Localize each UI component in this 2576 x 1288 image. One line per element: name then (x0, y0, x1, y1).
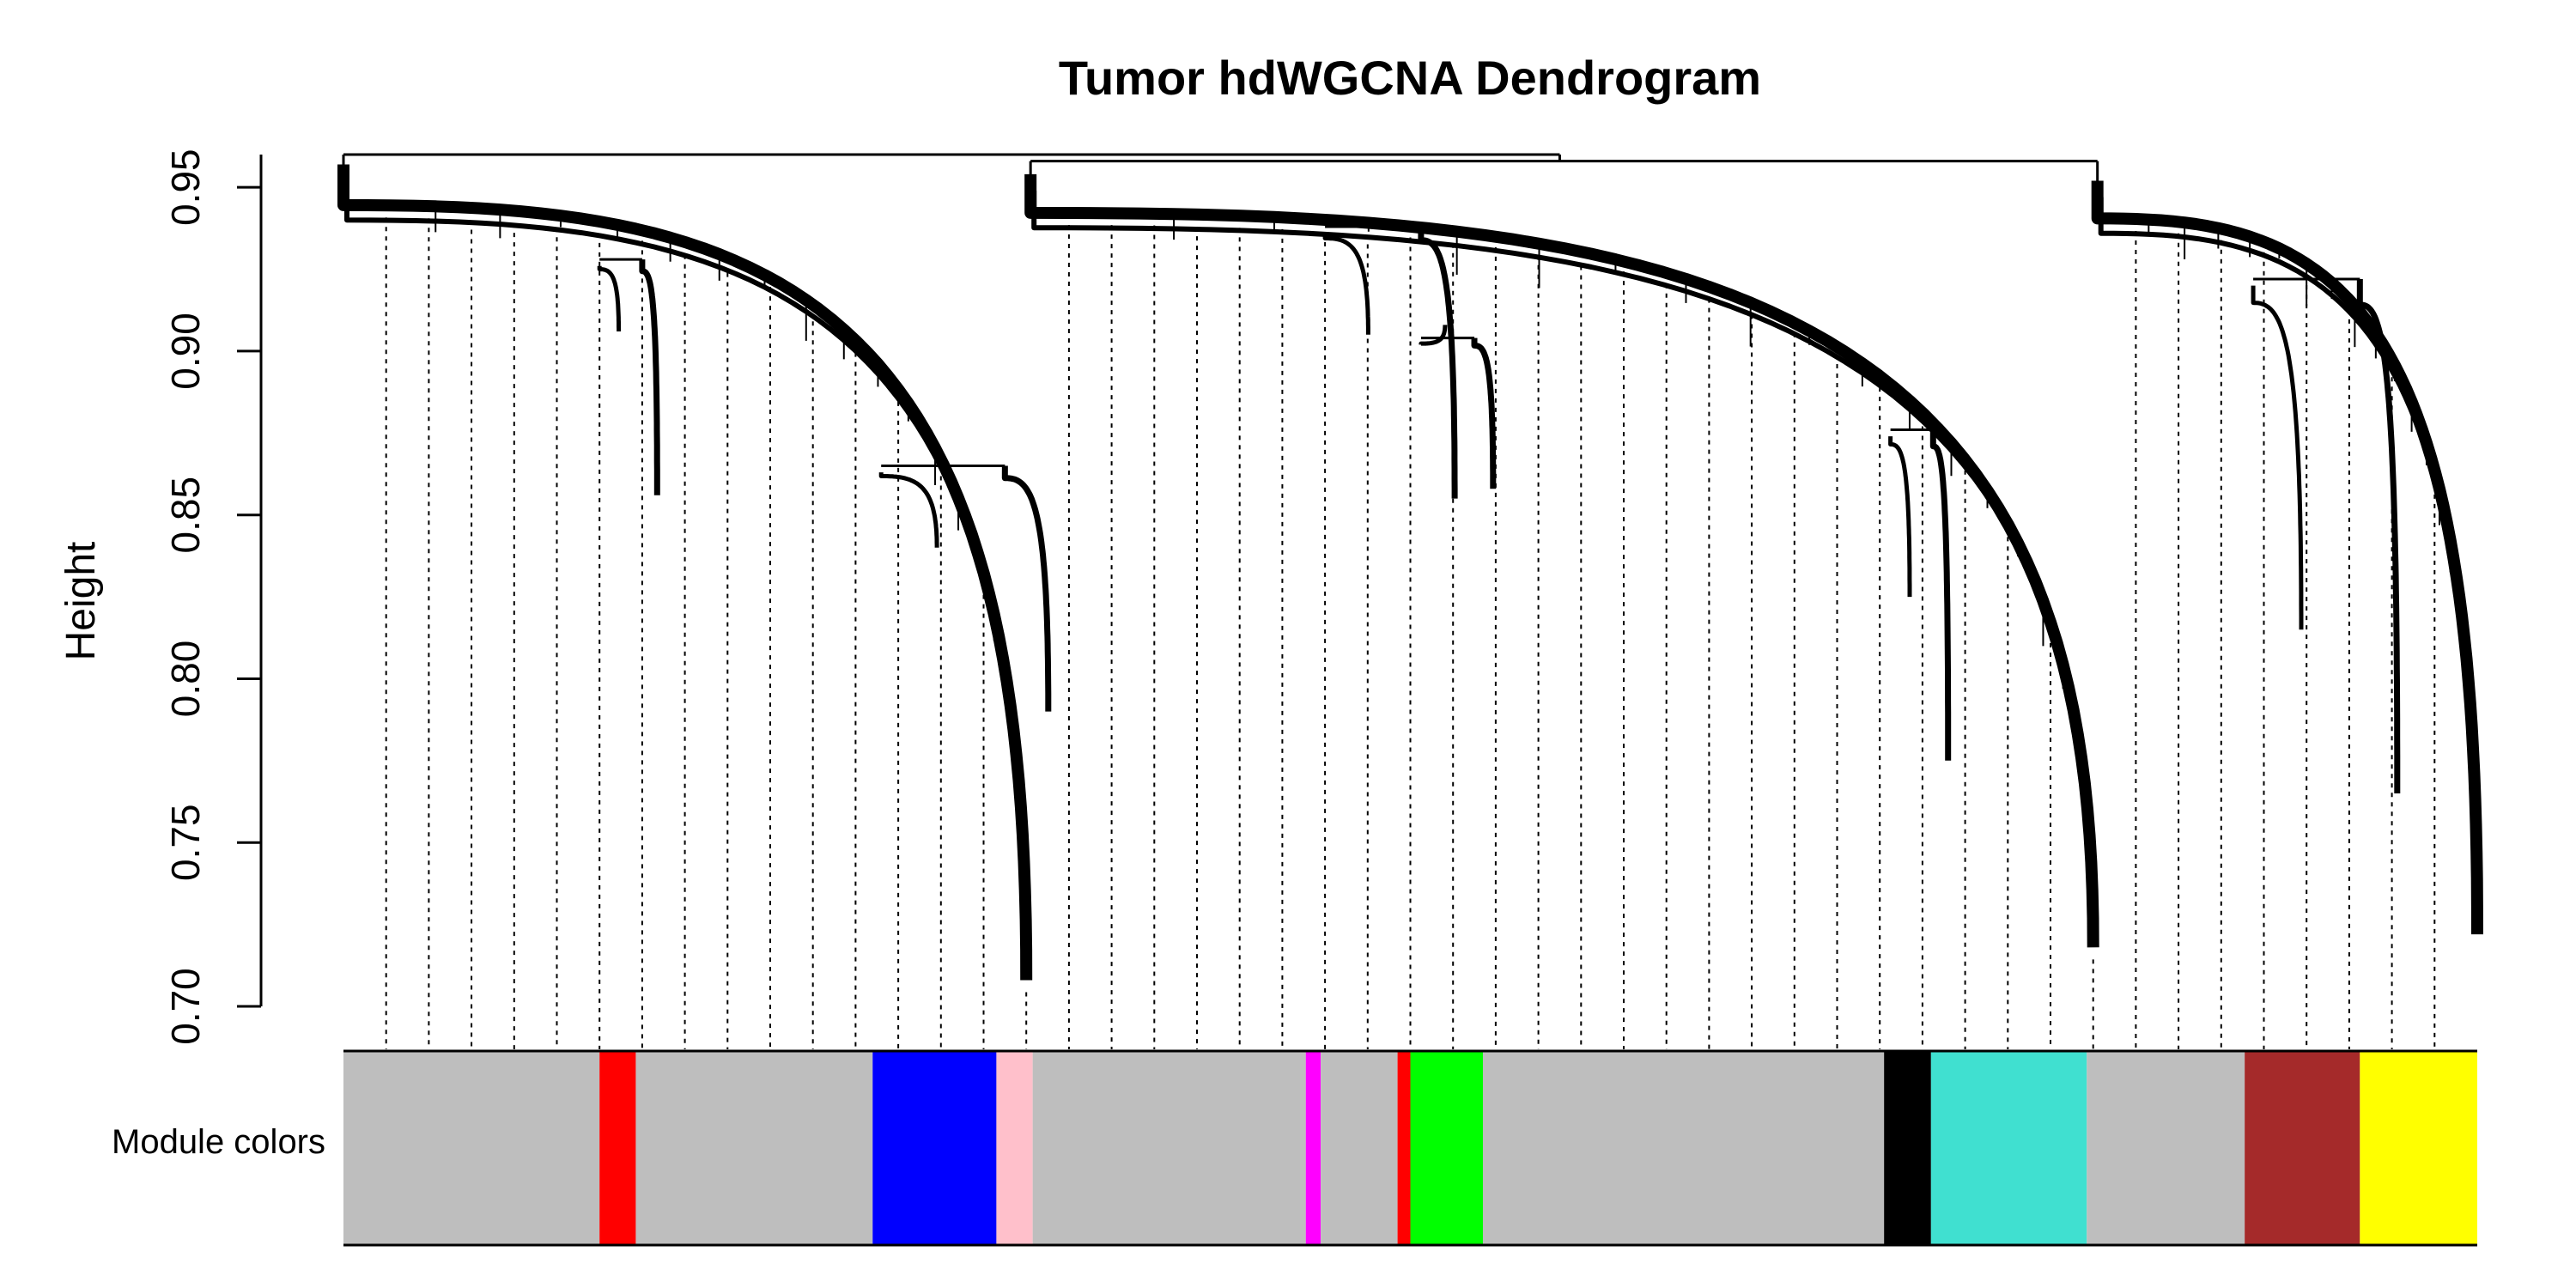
y-tick-label: 0.90 (163, 313, 208, 390)
module-color-segment (599, 1051, 636, 1245)
dendrogram-tree (337, 153, 2483, 981)
y-axis-label: Height (58, 542, 104, 661)
module-color-segment (2360, 1051, 2477, 1245)
y-tick-label: 0.75 (163, 804, 208, 881)
module-color-segment (2245, 1051, 2360, 1245)
y-tick-label: 0.70 (163, 968, 208, 1045)
subcluster-branch (597, 265, 622, 331)
module-colors-label: Module colors (112, 1123, 325, 1161)
subcluster-branch (1001, 465, 1052, 712)
y-tick-label: 0.80 (163, 641, 208, 718)
subcluster-branch (1471, 337, 1497, 489)
subcluster-branch (2356, 278, 2401, 793)
subcluster-branch (878, 472, 939, 548)
leaf-guide-lines (385, 217, 2436, 1049)
subcluster-branch (1419, 323, 1448, 346)
subcluster-branch (639, 259, 660, 495)
module-color-segment (2087, 1051, 2245, 1245)
module-color-segment (635, 1051, 873, 1245)
module-color-segment (1884, 1051, 1931, 1245)
module-color-segment (1410, 1051, 1483, 1245)
module-color-segment (343, 1051, 600, 1245)
subcluster-branch (1322, 233, 1370, 335)
cluster-branch (2091, 180, 2483, 935)
module-color-segment (996, 1051, 1033, 1245)
cluster-branch-inner (1031, 190, 2094, 935)
module-color-segment (872, 1051, 997, 1245)
cluster-branch (1024, 173, 2099, 948)
module-color-bar (343, 1049, 2477, 1247)
y-axis: 0.70 0.75 0.80 0.85 0.90 0.95 (163, 149, 263, 1045)
y-tick-label: 0.85 (163, 477, 208, 554)
module-color-segment (1032, 1051, 1306, 1245)
cluster-branch-inner (344, 180, 1028, 968)
subcluster-branch (1888, 436, 1912, 598)
cluster-branch-inner (2098, 197, 2478, 921)
subcluster-branch (2251, 285, 2304, 630)
module-color-segment (1930, 1051, 2087, 1245)
subcluster-branch (1929, 429, 1952, 761)
subcluster-branch (1418, 226, 1458, 499)
module-color-segment (1305, 1051, 1321, 1245)
y-tick-label: 0.95 (163, 149, 208, 226)
chart-title: Tumor hdWGCNA Dendrogram (1059, 51, 1761, 105)
module-color-segment (1397, 1051, 1411, 1245)
module-color-segment (1482, 1051, 1885, 1245)
module-color-segment (1321, 1051, 1398, 1245)
